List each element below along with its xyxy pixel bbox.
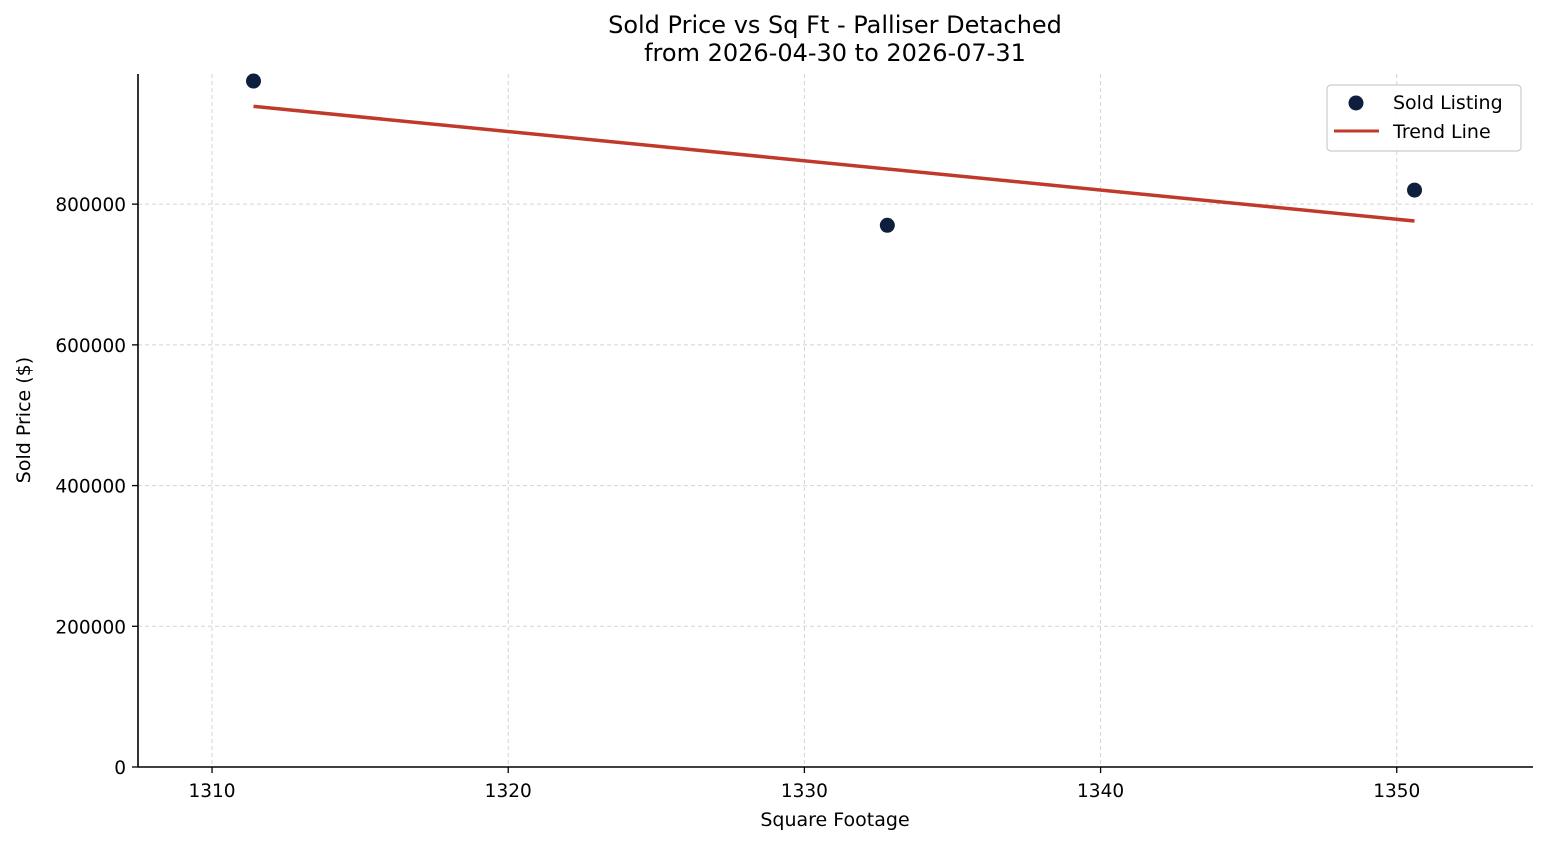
y-axis-label: Sold Price ($) xyxy=(13,357,35,483)
y-tick-label-200000: 200000 xyxy=(55,617,126,638)
chart-subtitle: from 2026-04-30 to 2026-07-31 xyxy=(644,39,1026,67)
x-tick-label-1350: 1350 xyxy=(1373,781,1420,802)
legend-box xyxy=(1326,84,1522,152)
scatter-point-1 xyxy=(879,217,895,233)
scatter-point-2 xyxy=(1407,182,1423,198)
legend-label-trend-line: Trend Line xyxy=(1392,121,1491,143)
trend-line xyxy=(253,104,1415,223)
y-tick-label-400000: 400000 xyxy=(55,477,126,498)
x-tick-label-1310: 1310 xyxy=(188,781,235,802)
y-tick-label-0: 0 xyxy=(114,758,126,779)
x-tick-label-1330: 1330 xyxy=(781,781,828,802)
legend-label-sold-listing: Sold Listing xyxy=(1393,92,1503,114)
data-series xyxy=(246,73,1423,233)
x-tick-label-1340: 1340 xyxy=(1077,781,1124,802)
chart-title: Sold Price vs Sq Ft - Palliser Detached xyxy=(608,11,1062,39)
axes xyxy=(132,74,1533,773)
y-tick-label-800000: 800000 xyxy=(55,195,126,216)
legend-marker-sold-listing xyxy=(1348,95,1364,111)
tick-labels: 1310 1320 1330 1340 1350 0 200000 400000 600000 8… xyxy=(55,195,1420,802)
x-tick-label-1320: 1320 xyxy=(485,781,532,802)
y-tick-label-600000: 600000 xyxy=(55,336,126,357)
legend: Sold Listing Trend Line xyxy=(1326,84,1522,152)
grid-lines xyxy=(138,74,1533,768)
x-axis-label: Square Footage xyxy=(760,809,909,831)
scatter-point-0 xyxy=(246,73,262,89)
